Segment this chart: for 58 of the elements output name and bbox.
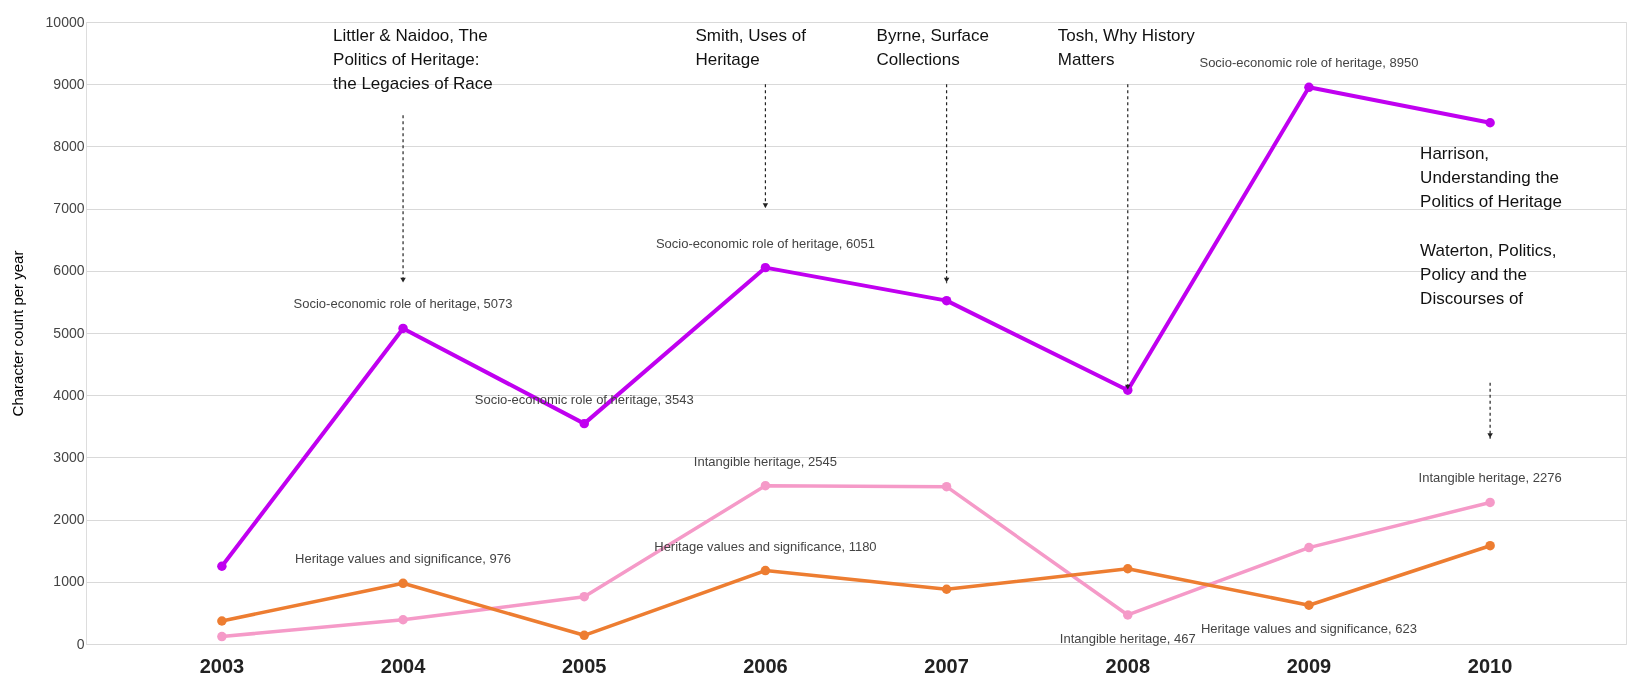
data-label: Intangible heritage, 2276	[1418, 470, 1562, 486]
point	[1304, 600, 1314, 610]
point	[941, 481, 952, 492]
annotation: Harrison, Understanding the Politics of Heritage	[1420, 144, 1562, 212]
point	[398, 615, 408, 625]
annotation: Smith, Uses of Heritage	[695, 26, 807, 70]
annotation: Waterton, Politics, Policy and the Discourses of	[1420, 240, 1557, 308]
y-tick-label: 7000	[53, 200, 85, 217]
point	[760, 480, 771, 491]
data-label: Heritage values and significance, 1180	[654, 538, 877, 554]
point	[1304, 542, 1314, 553]
point	[941, 584, 952, 594]
point	[1485, 497, 1495, 508]
y-tick-label: 6000	[53, 262, 85, 279]
x-tick-label: 2004	[380, 654, 427, 677]
x-tick-label: 2006	[743, 654, 788, 677]
point	[760, 262, 771, 273]
data-label: Heritage values and significance, 623	[1200, 621, 1417, 637]
x-tick-label: 2009	[1286, 654, 1332, 677]
data-label: Socio-economic role of heritage, 8950	[1199, 55, 1419, 71]
y-tick-label: 3000	[53, 448, 85, 465]
point	[1304, 82, 1314, 93]
data-label: Socio-economic role of heritage, 5073	[293, 296, 513, 312]
annotation: Tosh, Why History Matters	[1057, 26, 1196, 70]
data-label: Heritage values and significance, 976	[295, 551, 512, 567]
y-tick-label: 8000	[53, 137, 85, 154]
point	[398, 578, 408, 589]
point	[217, 561, 227, 571]
x-tick-label: 2008	[1105, 654, 1151, 677]
data-label: Intangible heritage, 2545	[693, 453, 837, 469]
y-axis-title: Character count per year	[8, 250, 26, 417]
point	[1123, 564, 1133, 574]
point	[398, 323, 408, 334]
annotation: Littler & Naidoo, The Politics of Heritage: the Legacies of Race	[333, 26, 493, 94]
point	[579, 630, 589, 641]
y-tick-label: 0	[76, 635, 85, 652]
point	[760, 565, 771, 576]
y-tick-label: 2000	[53, 511, 85, 528]
y-tick-label: 10000	[45, 13, 85, 30]
point	[1485, 540, 1495, 551]
point	[217, 631, 227, 642]
point	[579, 418, 589, 429]
point	[579, 591, 589, 602]
annotation: Byrne, Surface Collections	[876, 26, 990, 70]
y-tick-label: 4000	[53, 386, 85, 403]
x-tick-label: 2005	[561, 654, 607, 677]
point	[941, 295, 952, 306]
y-tick-label: 1000	[53, 573, 85, 590]
data-label: Intangible heritage, 467	[1059, 630, 1196, 646]
y-tick-label: 5000	[53, 324, 85, 341]
y-tick-label: 9000	[53, 75, 85, 92]
x-tick-label: 2010	[1467, 654, 1513, 677]
point	[1123, 610, 1133, 620]
x-tick-label: 2003	[199, 654, 245, 677]
x-tick-label: 2007	[924, 654, 969, 677]
point	[1485, 118, 1495, 128]
data-label: Socio-economic role of heritage, 6051	[655, 235, 875, 251]
point	[217, 616, 227, 626]
